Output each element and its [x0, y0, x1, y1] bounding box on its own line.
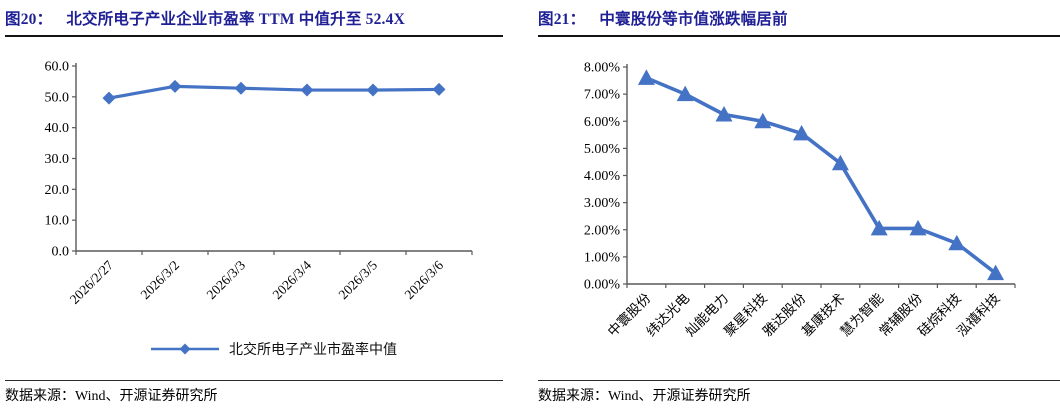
svg-text:0.00%: 0.00%	[584, 278, 621, 293]
figure20-title-text: 北交所电子产业企业市盈率 TTM 中值升至 52.4X	[66, 11, 405, 28]
svg-text:2026/3/4: 2026/3/4	[270, 257, 315, 302]
figure21-title-rule	[538, 35, 1060, 37]
svg-text:60.0: 60.0	[45, 60, 70, 75]
svg-text:1.00%: 1.00%	[584, 250, 621, 265]
svg-text:2.00%: 2.00%	[584, 223, 621, 238]
svg-text:30.0: 30.0	[45, 152, 70, 167]
figure20-panel: 图20： 北交所电子产业企业市盈率 TTM 中值升至 52.4X 0.0 10.0 2…	[5, 7, 503, 404]
svg-text:泓禧科技: 泓禧科技	[954, 290, 1003, 339]
svg-text:0.0: 0.0	[52, 245, 70, 260]
svg-text:7.00%: 7.00%	[584, 88, 621, 103]
figure20-label: 图20：	[5, 11, 53, 28]
figure21-source-rule	[538, 380, 1060, 381]
svg-text:3.00%: 3.00%	[584, 196, 621, 211]
svg-text:40.0: 40.0	[45, 121, 70, 136]
svg-text:2026/2/27: 2026/2/27	[67, 257, 116, 306]
figure21-label: 图21：	[538, 11, 586, 28]
figure21-line-chart: 0.00% 1.00% 2.00% 3.00% 4.00% 5.00% 6.00% 7.00%…	[584, 61, 1016, 339]
svg-text:10.0: 10.0	[45, 214, 70, 229]
figure20-line-chart: 0.0 10.0 20.0 30.0 40.0 50.0 60.0 2026/2/27 2026…	[45, 60, 473, 358]
figure20-source: 数据来源：Wind、开源证券研究所	[5, 389, 218, 404]
svg-text:20.0: 20.0	[45, 183, 70, 198]
svg-text:5.00%: 5.00%	[584, 142, 621, 157]
figure20-source-rule	[5, 380, 503, 381]
svg-text:2026/3/2: 2026/3/2	[138, 258, 183, 303]
figure20-title: 图20： 北交所电子产业企业市盈率 TTM 中值升至 52.4X	[5, 7, 503, 29]
svg-text:北交所电子产业市盈率中值: 北交所电子产业市盈率中值	[229, 341, 397, 358]
figure21-source: 数据来源：Wind、开源证券研究所	[538, 389, 751, 404]
svg-text:2026/3/3: 2026/3/3	[204, 257, 249, 302]
svg-text:8.00%: 8.00%	[584, 61, 621, 76]
svg-text:50.0: 50.0	[45, 90, 70, 105]
figure21-title: 图21： 中寰股份等市值涨跌幅居前	[538, 7, 1060, 29]
svg-text:4.00%: 4.00%	[584, 169, 621, 184]
svg-text:2026/3/6: 2026/3/6	[402, 257, 447, 302]
svg-text:6.00%: 6.00%	[584, 115, 621, 130]
figure21-panel: 图21： 中寰股份等市值涨跌幅居前 0.00% 1.00% 2.00% 3.00% 4.0…	[530, 0, 1060, 414]
figure20-title-rule	[5, 35, 503, 37]
figure21-title-text: 中寰股份等市值涨跌幅居前	[599, 11, 788, 28]
svg-text:2026/3/5: 2026/3/5	[336, 257, 381, 302]
